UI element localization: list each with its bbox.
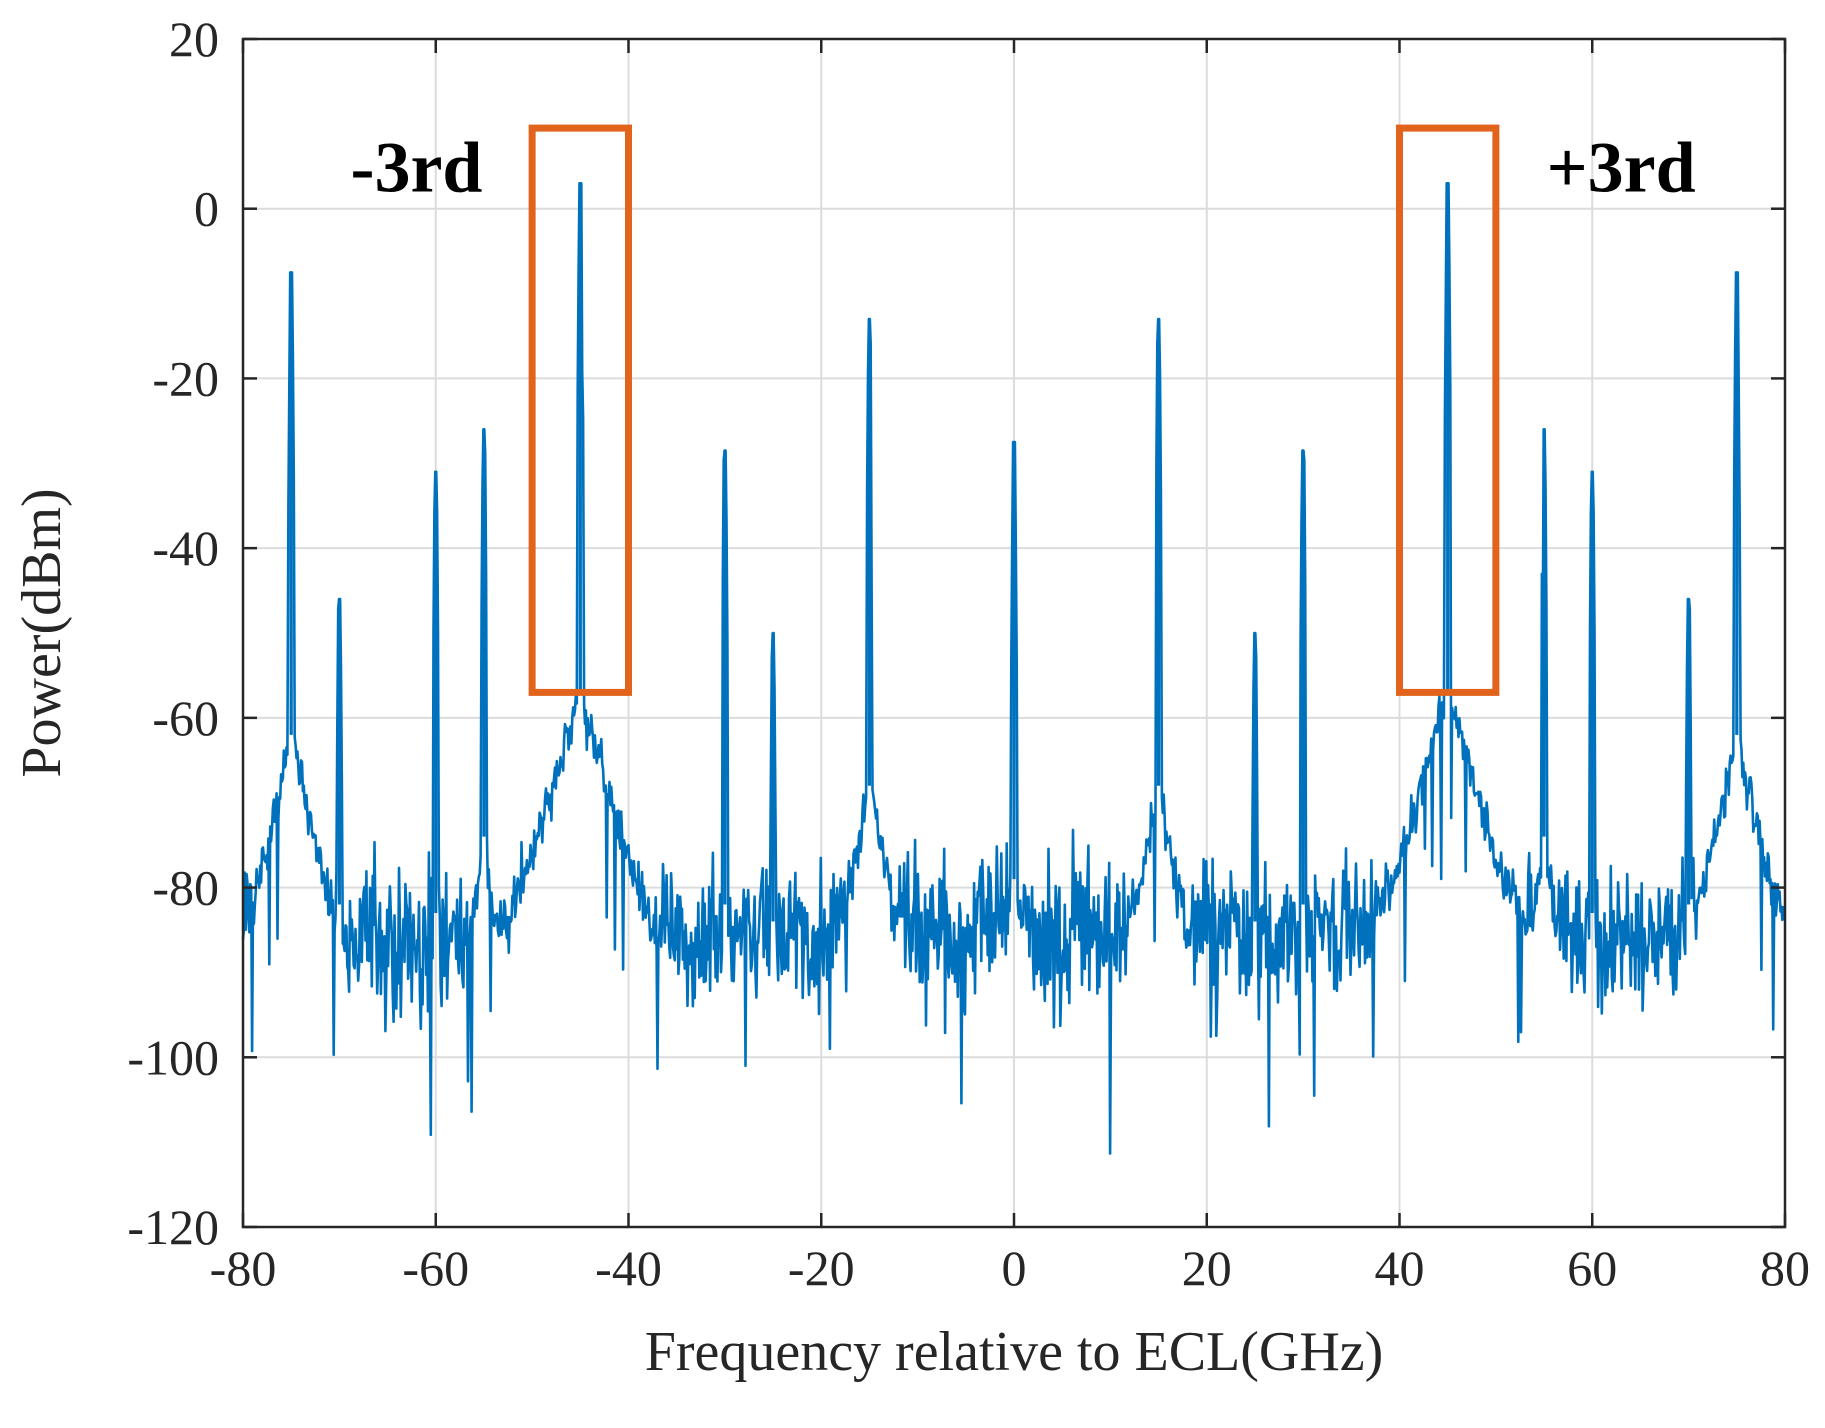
annotation-box — [1396, 124, 1500, 696]
y-tick-label: -100 — [127, 1029, 219, 1085]
tick-marks — [241, 37, 1787, 1229]
y-axis-title: Power(dBm) — [11, 488, 73, 777]
x-tick-labels: -80 -60 -40 -20 0 20 40 60 80 — [210, 1240, 1810, 1296]
y-tick-label: 20 — [169, 11, 219, 67]
x-tick-label: 0 — [1002, 1240, 1027, 1296]
x-tick-label: -60 — [402, 1240, 469, 1296]
annotation-label: -3rd — [350, 128, 482, 208]
annotation-label: +3rd — [1547, 128, 1696, 208]
y-tick-label: -80 — [152, 860, 219, 916]
y-tick-label: -60 — [152, 690, 219, 746]
annotation-box — [528, 124, 632, 696]
x-tick-label: -80 — [210, 1240, 277, 1296]
x-tick-label: 40 — [1375, 1240, 1425, 1296]
y-tick-label: -20 — [152, 350, 219, 406]
x-tick-label: 80 — [1760, 1240, 1810, 1296]
x-tick-label: 20 — [1182, 1240, 1232, 1296]
x-tick-label: -20 — [788, 1240, 855, 1296]
y-tick-label: -40 — [152, 520, 219, 576]
x-tick-label: -40 — [595, 1240, 662, 1296]
x-tick-label: 60 — [1567, 1240, 1617, 1296]
y-tick-label: -120 — [127, 1199, 219, 1255]
annotations: -3rd +3rd — [350, 124, 1696, 696]
y-tick-labels: -120 -100 -80 -60 -40 -20 0 20 — [127, 11, 219, 1255]
x-axis-title: Frequency relative to ECL(GHz) — [645, 1321, 1384, 1383]
y-tick-label: 0 — [194, 181, 219, 237]
series-layer — [241, 182, 1786, 1155]
